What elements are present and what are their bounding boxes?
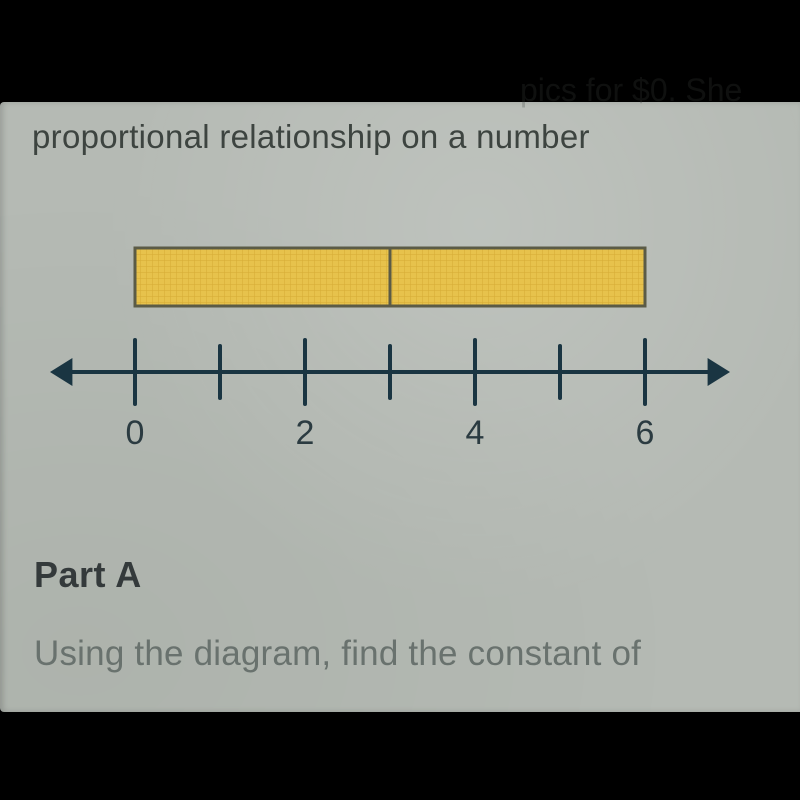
part-a-heading: Part A [34, 554, 142, 596]
axis-tick-label: 4 [466, 414, 485, 452]
number-line-diagram: 0 2 4 6 [50, 212, 750, 472]
axis-tick-label: 2 [296, 414, 315, 452]
photo-frame: pics for $0. She proportional relationsh… [0, 0, 800, 800]
part-a-body-text: Using the diagram, find the constant of [34, 634, 641, 674]
diagram-svg: 0 2 4 6 [50, 212, 750, 472]
axis-tick-label: 0 [126, 414, 145, 452]
problem-text-line: proportional relationship on a number [32, 118, 590, 156]
partial-cut-text: pics for $0. She [520, 72, 742, 109]
axis-tick-label: 6 [636, 414, 655, 452]
content-card: pics for $0. She proportional relationsh… [0, 102, 800, 712]
